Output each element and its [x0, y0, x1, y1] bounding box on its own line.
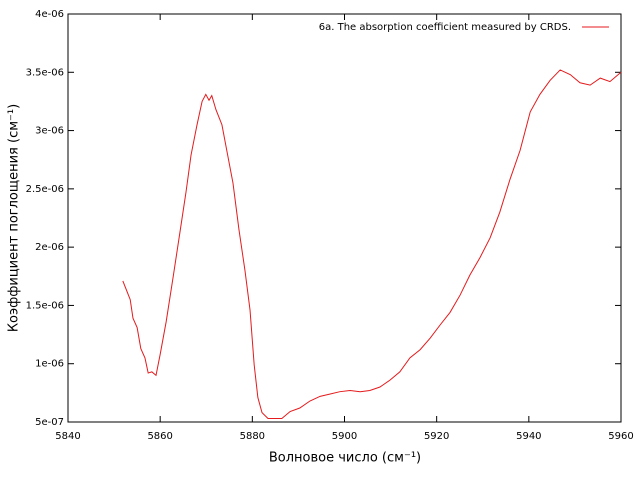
y-axis-title: Коэффициент поглощения (см⁻¹)	[7, 104, 22, 332]
x-axis-title: Волновое число (см⁻¹)	[269, 451, 421, 466]
y-tick-label: 1e-06	[35, 359, 64, 370]
legend-label: 6a. The absorption coefficient measured …	[319, 22, 571, 33]
x-tick-label: 5880	[240, 431, 265, 442]
x-tick-label: 5840	[55, 431, 80, 442]
data-line	[122, 69, 622, 419]
plot-frame	[67, 13, 622, 423]
x-tick-label: 5860	[147, 431, 172, 442]
x-tick-label: 5960	[608, 431, 633, 442]
y-tick-label: 2e-06	[35, 242, 64, 253]
x-tick-label: 5940	[516, 431, 541, 442]
y-tick-label: 4e-06	[35, 9, 64, 20]
y-tick-label: 2.5e-06	[26, 184, 64, 195]
y-tick-label: 3e-06	[35, 126, 64, 137]
y-tick-label: 1.5e-06	[26, 300, 64, 311]
x-tick-label: 5920	[424, 431, 449, 442]
y-tick-label: 3.5e-06	[26, 67, 64, 78]
x-tick-label: 5900	[332, 431, 357, 442]
y-tick-label: 5e-07	[35, 417, 64, 428]
